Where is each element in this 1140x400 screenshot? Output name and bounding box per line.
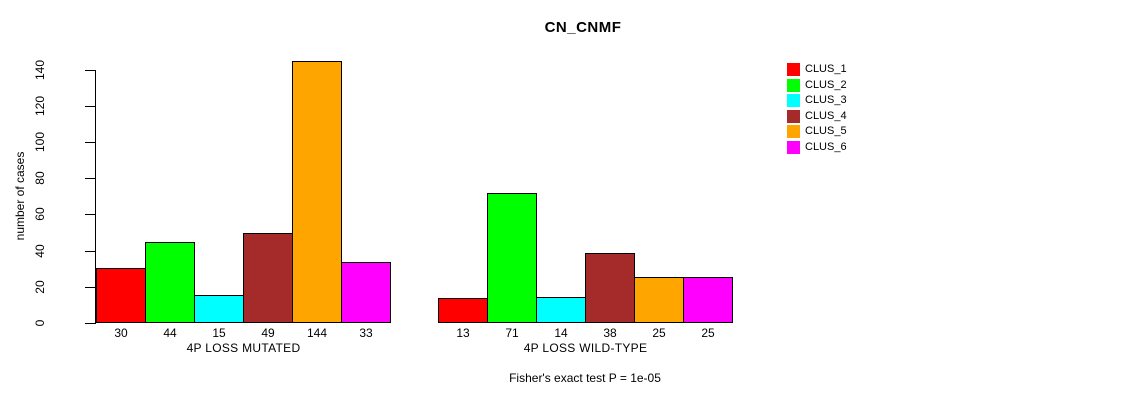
y-axis-label: number of cases (13, 151, 27, 241)
bar (683, 277, 733, 323)
legend-swatch (787, 94, 800, 107)
bar (145, 242, 195, 323)
y-tick-label: 120 (33, 95, 47, 116)
bar-value-label: 25 (652, 326, 666, 340)
y-tick (85, 69, 95, 71)
legend-label: CLUS_5 (805, 125, 847, 137)
bar-value-label: 38 (603, 326, 617, 340)
y-tick-label: 40 (33, 243, 47, 258)
bar-value-label: 71 (505, 326, 519, 340)
bar (96, 268, 146, 323)
chart-title: CN_CNMF (544, 19, 622, 36)
y-tick-label: 140 (33, 59, 47, 80)
y-tick (85, 250, 95, 252)
y-tick-label: 60 (33, 207, 47, 222)
bar (487, 193, 537, 323)
legend-swatch (787, 78, 800, 92)
bar-value-label: 13 (456, 326, 470, 340)
group-label: 4P LOSS WILD-TYPE (523, 341, 648, 355)
y-tick-label: 20 (33, 280, 47, 294)
y-tick (85, 214, 95, 216)
bar-value-label: 14 (554, 326, 568, 340)
footnote-fisher-test: Fisher's exact test P = 1e-05 (509, 371, 661, 385)
bar (341, 262, 391, 323)
bar (243, 233, 293, 323)
y-tick (85, 286, 95, 288)
bar (292, 61, 342, 323)
y-tick (85, 323, 95, 324)
legend-swatch (787, 125, 800, 138)
bar (536, 297, 586, 323)
legend-label: CLUS_6 (805, 140, 847, 153)
bar (585, 253, 635, 323)
bar-value-label: 30 (114, 326, 128, 340)
bar-value-label: 15 (212, 326, 226, 340)
y-tick (85, 105, 95, 107)
bar (438, 298, 488, 323)
y-axis-line (95, 69, 96, 324)
legend-swatch (787, 140, 800, 154)
bar-value-label: 33 (359, 326, 373, 340)
bar-value-label: 25 (701, 326, 715, 340)
y-tick (85, 178, 95, 180)
y-tick-label: 80 (33, 171, 47, 185)
legend-label: CLUS_1 (805, 63, 847, 75)
bar-value-label: 144 (306, 326, 328, 340)
bar (194, 295, 244, 323)
legend-label: CLUS_2 (805, 78, 847, 91)
legend-swatch (787, 63, 800, 76)
group-label: 4P LOSS MUTATED (186, 341, 301, 355)
bar-value-label: 49 (261, 326, 275, 340)
legend-label: CLUS_4 (805, 109, 847, 122)
bar-value-label: 44 (163, 326, 177, 340)
bar (634, 277, 684, 323)
y-tick (85, 142, 95, 143)
legend-label: CLUS_3 (805, 94, 847, 106)
y-tick-label: 0 (33, 319, 47, 327)
y-tick-label: 100 (33, 131, 47, 153)
legend-swatch (787, 109, 800, 123)
